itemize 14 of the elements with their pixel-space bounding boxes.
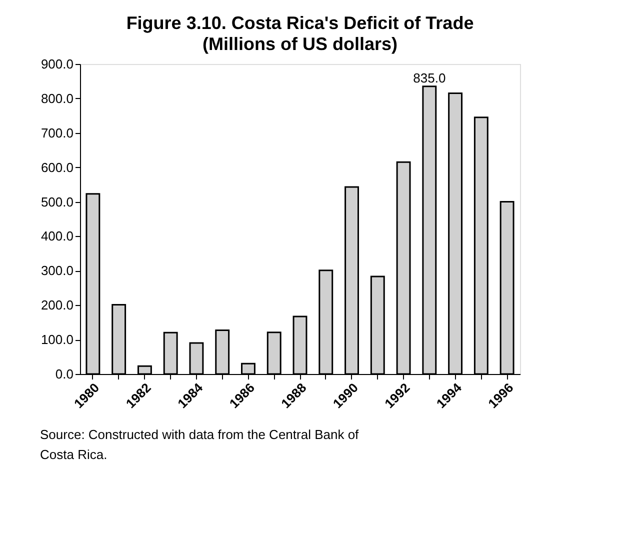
chart-title: Figure 3.10. Costa Rica's Deficit of Trade xyxy=(126,13,474,33)
y-tick-label: 900.0 xyxy=(40,56,74,72)
chart-subtitle: (Millions of US dollars) xyxy=(202,34,398,54)
y-tick-label: 300.0 xyxy=(40,263,74,278)
y-tick-label: 200.0 xyxy=(40,298,74,313)
y-tick-label: 500.0 xyxy=(40,194,74,210)
y-tick-label: 600.0 xyxy=(40,160,74,175)
y-tick-label: 700.0 xyxy=(40,125,74,140)
y-tick-label: 800.0 xyxy=(40,90,74,106)
y-tick-label: 0.0 xyxy=(55,366,74,382)
y-tick-label: 400.0 xyxy=(40,228,74,244)
source-note: Source: Constructed with data from the Central Bank of Costa Rica. xyxy=(40,427,360,462)
y-tick-label: 100.0 xyxy=(40,332,74,348)
data-label: 835.0 xyxy=(413,70,446,86)
